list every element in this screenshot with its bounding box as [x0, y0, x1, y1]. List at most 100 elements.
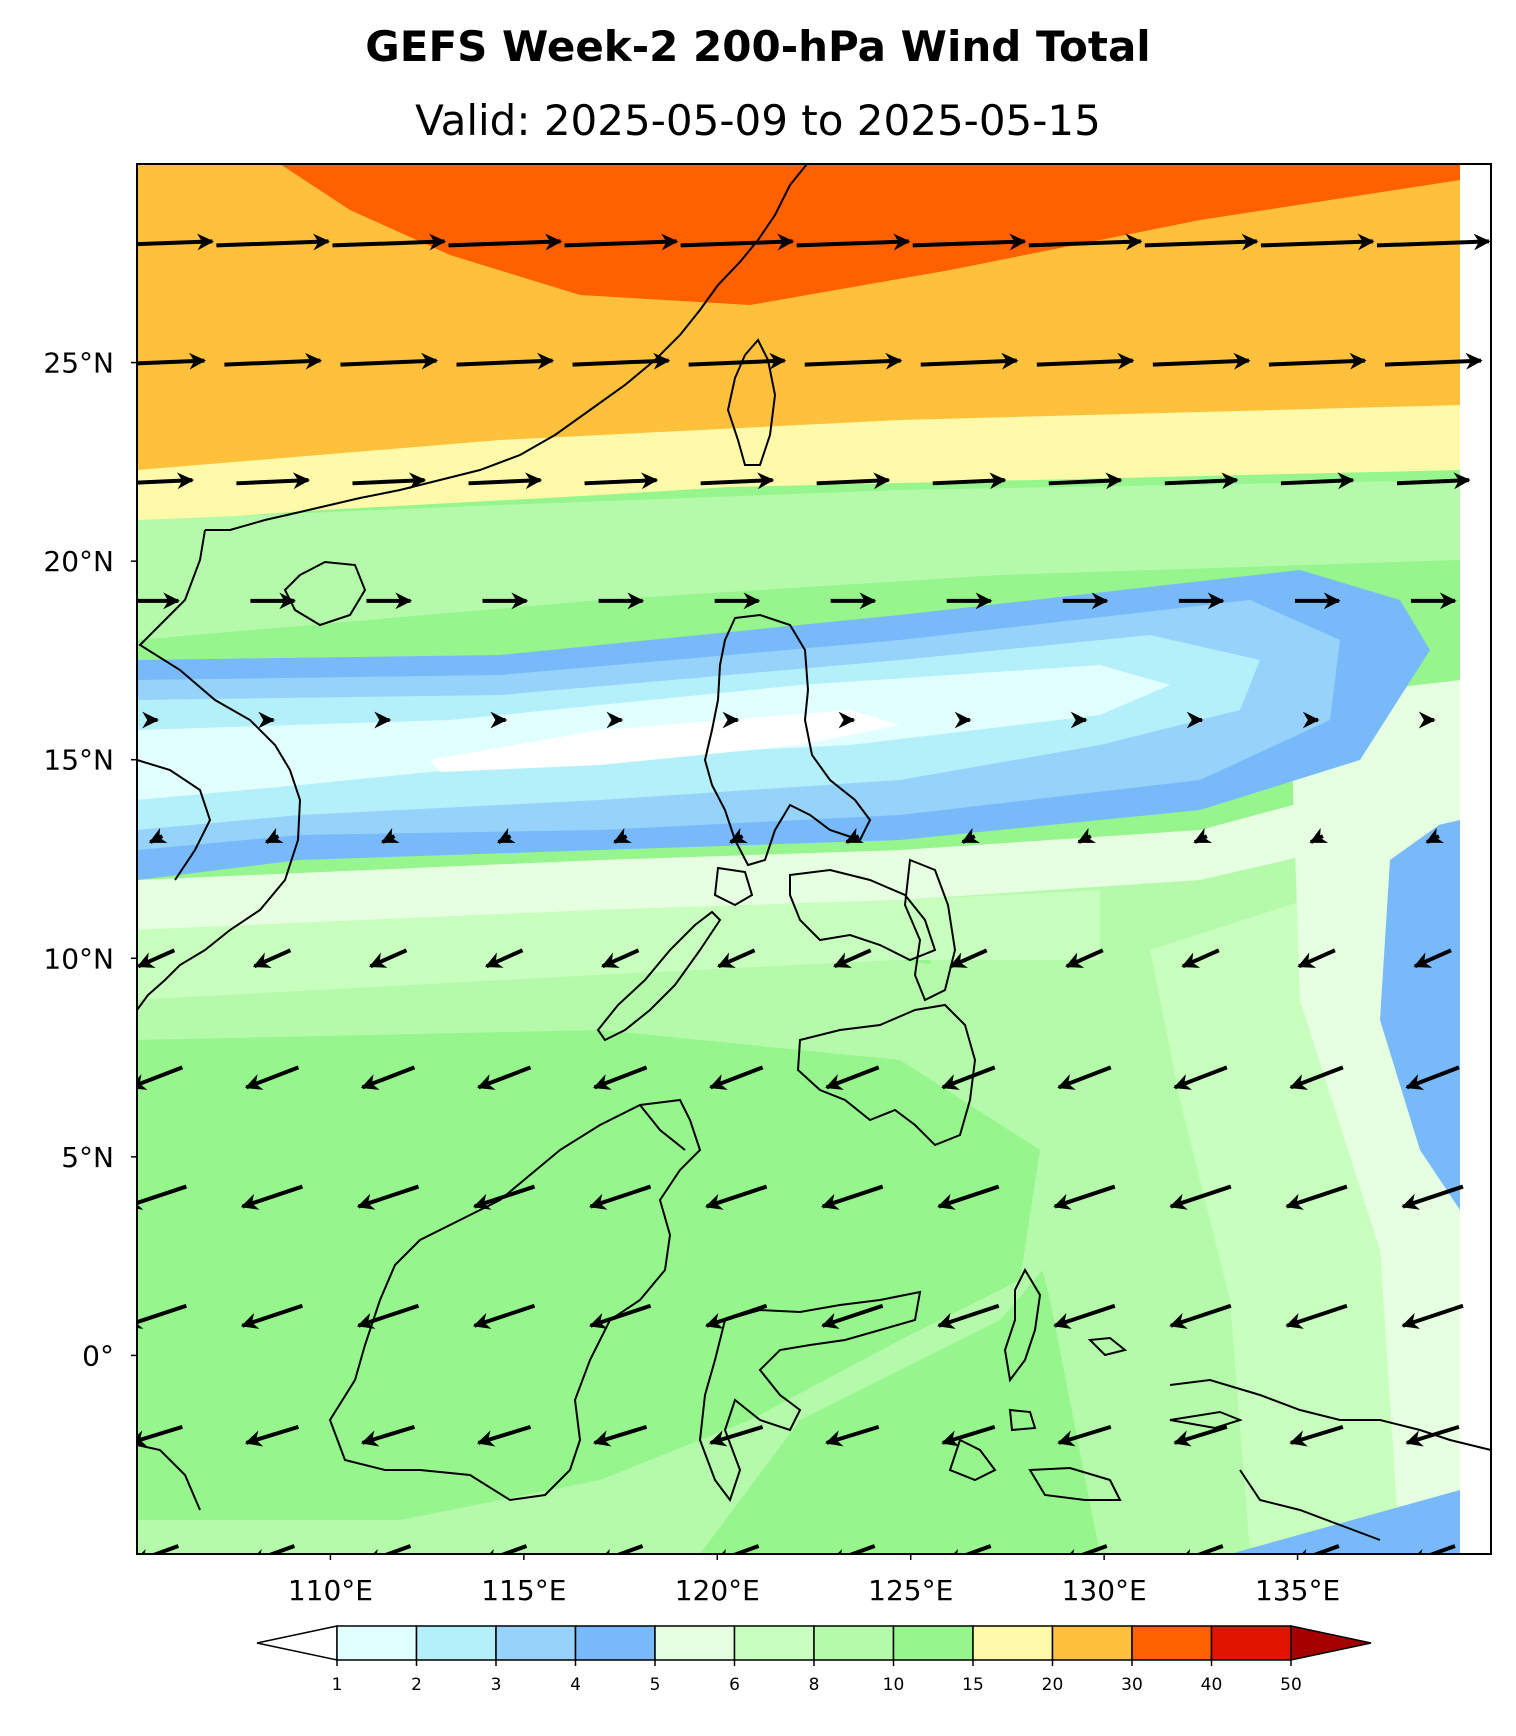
taiwan — [726, 338, 777, 466]
colorbar-tick-label: 4 — [570, 1675, 581, 1695]
wind-vector — [137, 1065, 184, 1090]
wind-vector — [1057, 1424, 1112, 1447]
wind-vector — [1193, 827, 1213, 844]
wind-vector — [137, 1424, 183, 1447]
wind-vector — [829, 1544, 876, 1554]
lon-tick-label: 120°E — [675, 1574, 760, 1607]
wind-vector — [717, 948, 756, 969]
wind-vector — [1413, 948, 1452, 969]
indochina-coast — [137, 529, 302, 1011]
wind-vector — [137, 472, 195, 490]
wind-vector — [1289, 1424, 1344, 1447]
visayas — [789, 868, 937, 962]
wind-vector — [705, 1184, 768, 1210]
band-red-orange — [280, 164, 1460, 305]
new-guinea-south — [1239, 1469, 1381, 1541]
wind-vector — [1169, 1184, 1232, 1210]
band-blue-east — [1380, 810, 1460, 1210]
colorbar-segment — [1051, 1625, 1133, 1661]
lon-tick-label: 115°E — [481, 1574, 566, 1607]
wind-vector — [137, 1303, 187, 1329]
wind-vector — [472, 1303, 536, 1329]
gulf-of-thailand — [137, 759, 212, 881]
wind-vector — [821, 1184, 884, 1210]
colorbar-segment — [654, 1625, 736, 1661]
wind-vector — [1053, 1184, 1116, 1210]
lat-tick-label: 10°N — [43, 942, 114, 975]
colorbar-tick-label: 5 — [650, 1675, 661, 1695]
lat-tick-label: 20°N — [43, 545, 114, 578]
wind-vector — [1425, 827, 1445, 844]
wind-vector — [816, 472, 891, 490]
samar-leyte — [903, 858, 957, 1002]
wind-vector — [564, 233, 679, 251]
wind-vector — [1077, 827, 1097, 844]
latitude-tick-labels: 25°N 20°N 15°N 10°N 5°N 0° — [43, 347, 137, 1372]
wind-vector — [476, 1065, 532, 1090]
wind-vector — [937, 1184, 1000, 1210]
wind-vector — [1260, 233, 1375, 251]
wind-vector — [380, 827, 400, 844]
colorbar-tick-label: 10 — [883, 1675, 905, 1695]
wind-vector — [137, 1544, 180, 1554]
chart-title: GEFS Week-2 200-hPa Wind Total — [365, 22, 1151, 71]
colorbar-segment — [813, 1625, 895, 1661]
wind-vector — [137, 233, 215, 251]
colorbar-segment — [1210, 1625, 1292, 1661]
wind-vector — [713, 1544, 760, 1554]
colorbar-tick-label: 8 — [809, 1675, 820, 1695]
lat-tick-label: 15°N — [43, 744, 114, 777]
wind-vector — [804, 352, 903, 370]
colorbar-segment — [495, 1625, 577, 1661]
wind-vector — [236, 472, 311, 490]
map-frame — [136, 163, 1492, 1555]
mindoro — [713, 866, 754, 907]
wind-vector — [1309, 827, 1329, 844]
sumatra-edge — [137, 1444, 201, 1511]
colorbar-under-triangle — [256, 1625, 338, 1661]
wind-vector — [825, 1424, 880, 1447]
wind-vector — [584, 472, 659, 490]
colorbar-tick-label: 20 — [1042, 1675, 1064, 1695]
wind-vector — [729, 827, 748, 844]
wind-vector — [244, 1424, 299, 1447]
wind-vector — [1396, 472, 1471, 490]
lat-tick-label: 5°N — [61, 1141, 114, 1174]
wind-vector — [1144, 233, 1259, 251]
wind-vector — [572, 352, 671, 370]
wind-vector — [961, 827, 981, 844]
wind-vector — [709, 1424, 764, 1447]
wind-vector — [588, 1184, 652, 1210]
wind-vector — [368, 948, 408, 969]
wind-vector — [1280, 472, 1355, 490]
lon-tick-label: 130°E — [1062, 1574, 1147, 1607]
wind-vector — [476, 1424, 532, 1447]
wind-vector — [601, 948, 640, 969]
wind-vector — [1285, 1184, 1348, 1210]
wind-vector — [480, 1544, 528, 1554]
wind-vector — [588, 1303, 652, 1329]
band-green-6-north — [137, 480, 1460, 640]
wind-vector — [949, 948, 988, 969]
wind-vector — [1384, 352, 1483, 370]
wind-vector — [945, 1544, 992, 1554]
wind-vector — [1169, 1303, 1232, 1329]
wind-vector — [596, 1544, 644, 1554]
lon-tick-label: 125°E — [868, 1574, 953, 1607]
colorbar-tick-label: 6 — [729, 1675, 740, 1695]
colorbar-segment — [892, 1625, 974, 1661]
wind-vector — [1036, 352, 1135, 370]
colorbar-tick-label: 15 — [962, 1675, 984, 1695]
wind-vector — [497, 827, 516, 844]
wind-vector — [613, 827, 632, 844]
colorbar-segment — [972, 1625, 1054, 1661]
wind-vector — [448, 233, 563, 251]
palawan — [596, 910, 722, 1042]
colorbar: 1 2 3 4 5 6 8 10 15 20 30 40 50 — [256, 1625, 1372, 1695]
wind-vector — [680, 233, 795, 251]
lat-tick-label: 25°N — [43, 347, 114, 380]
wind-vector — [1181, 948, 1220, 969]
mindanao — [796, 1003, 977, 1147]
colorbar-tick-label: 3 — [491, 1675, 502, 1695]
